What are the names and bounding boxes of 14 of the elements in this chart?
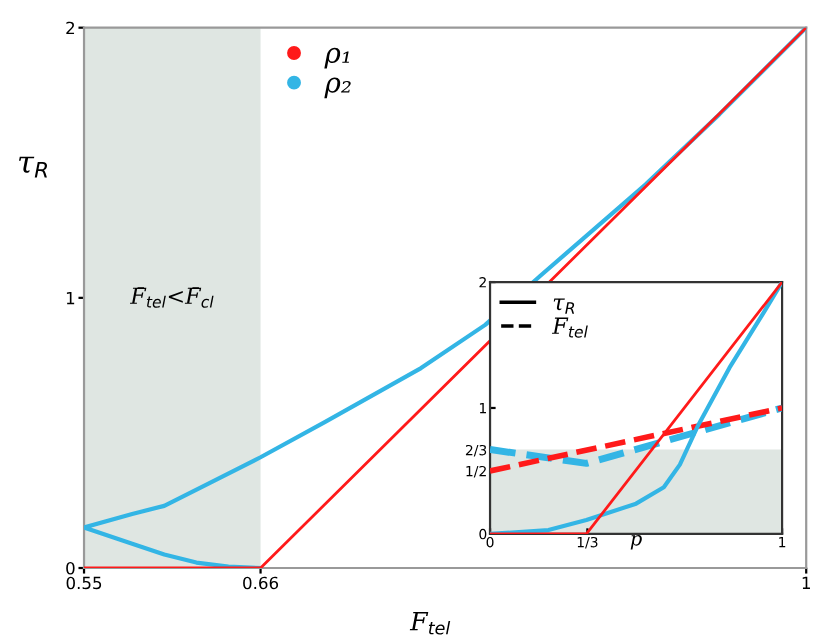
annotation: τ$_{R}$: [553, 298, 575, 314]
x-tick-label: 0.66: [243, 576, 279, 590]
x-tick-label: 0.55: [66, 576, 102, 590]
x-tick-label: 1: [802, 576, 810, 590]
band-label: F̄$_{tel}$<F̄$_{cl}$: [129, 287, 214, 308]
annotation: F$_{tel}$: [551, 317, 588, 338]
legend-label: ρ₁: [324, 47, 349, 69]
y-tick-label: 1: [66, 292, 75, 305]
legend-label: ρ₂: [324, 77, 351, 99]
y-tick-label: 0: [66, 561, 75, 575]
x-axis-title: F$_{tel}$: [409, 611, 451, 635]
y-tick-label: 2: [66, 21, 75, 35]
x-axis-title: p: [630, 535, 642, 550]
y-axis-title: τ$_{R}$: [19, 156, 48, 178]
